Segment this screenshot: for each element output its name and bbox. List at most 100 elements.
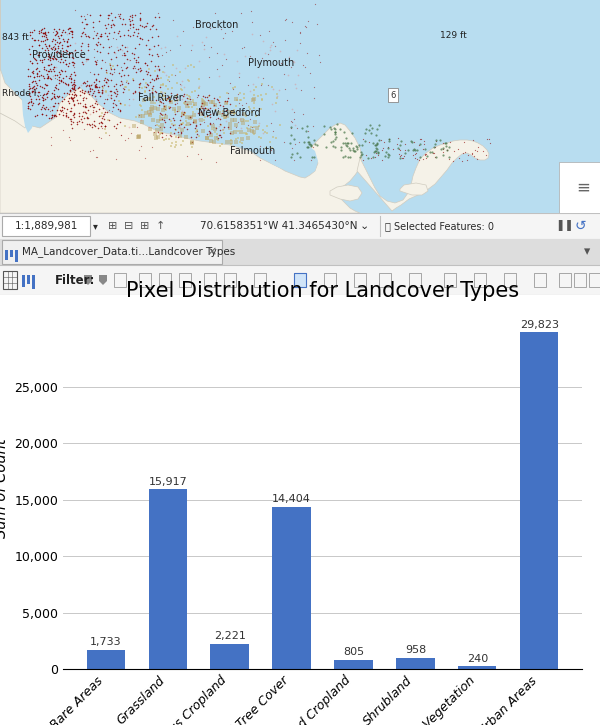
Point — [228, 106, 238, 117]
Point — [302, 141, 311, 153]
Point — [248, 78, 258, 89]
Point — [27, 76, 37, 88]
Point — [281, 13, 291, 25]
Point — [258, 127, 268, 138]
Point — [59, 24, 68, 36]
Point — [172, 106, 181, 117]
Point — [179, 108, 188, 120]
Point — [130, 62, 139, 73]
Point — [62, 45, 72, 57]
Point — [74, 107, 83, 118]
Point — [165, 101, 175, 112]
Point — [287, 149, 296, 160]
Point — [170, 141, 179, 152]
Point — [167, 82, 177, 94]
Point — [49, 52, 58, 64]
Point — [91, 38, 101, 50]
Point — [42, 91, 52, 103]
Point — [141, 40, 151, 51]
Point — [199, 39, 209, 51]
Point — [397, 149, 406, 161]
Point — [49, 26, 58, 38]
Point — [80, 98, 90, 109]
Bar — [149, 489, 187, 669]
Point — [139, 110, 148, 122]
Point — [80, 10, 89, 22]
Point — [106, 22, 116, 33]
Point — [67, 27, 76, 38]
Point — [358, 148, 367, 160]
Point — [50, 69, 60, 80]
Point — [118, 49, 127, 61]
Point — [32, 80, 42, 91]
Point — [94, 110, 103, 122]
Point — [93, 33, 103, 44]
Text: 1,733: 1,733 — [90, 637, 122, 647]
Point — [196, 153, 206, 165]
Point — [179, 107, 189, 118]
Point — [118, 14, 128, 25]
Point — [134, 144, 143, 156]
Point — [70, 86, 79, 98]
Point — [133, 64, 143, 75]
Point — [85, 119, 95, 130]
Point — [161, 104, 171, 116]
Point — [289, 154, 299, 166]
Point — [149, 126, 158, 138]
Point — [82, 53, 91, 65]
Point — [46, 94, 56, 105]
Point — [361, 149, 371, 161]
Point — [76, 51, 86, 62]
Point — [68, 83, 78, 95]
Point — [140, 57, 150, 68]
Point — [46, 65, 55, 77]
Point — [227, 127, 236, 138]
Point — [28, 75, 38, 87]
Point — [30, 86, 40, 98]
Point — [28, 40, 37, 51]
Point — [56, 104, 65, 116]
Point — [190, 109, 199, 120]
Point — [156, 86, 166, 97]
Point — [187, 137, 197, 149]
Point — [106, 62, 115, 74]
Point — [257, 78, 266, 90]
Point — [91, 96, 101, 107]
Point — [209, 99, 219, 111]
Point — [92, 54, 101, 66]
Point — [265, 41, 275, 52]
Point — [376, 134, 386, 146]
Point — [182, 120, 191, 131]
Point — [134, 79, 143, 91]
Point — [94, 86, 103, 98]
Bar — [10, 250, 13, 257]
Point — [65, 48, 75, 59]
Point — [50, 44, 59, 55]
Point — [147, 72, 157, 84]
Point — [185, 93, 195, 104]
Point — [305, 138, 315, 150]
Point — [69, 66, 79, 78]
Point — [395, 144, 405, 155]
Point — [70, 99, 79, 110]
Point — [91, 79, 100, 91]
Point — [239, 128, 249, 139]
Point — [248, 94, 258, 106]
Point — [268, 83, 278, 94]
Point — [141, 77, 151, 88]
Point — [27, 99, 37, 110]
Point — [363, 152, 373, 163]
Point — [161, 41, 170, 53]
Point — [415, 138, 425, 150]
Point — [150, 98, 160, 109]
Point — [124, 121, 134, 133]
Point — [147, 86, 157, 98]
Point — [92, 58, 101, 70]
Point — [83, 53, 93, 65]
Point — [167, 70, 177, 81]
Point — [155, 128, 165, 140]
Point — [275, 119, 284, 130]
Point — [167, 137, 177, 149]
Point — [107, 14, 116, 26]
Point — [116, 130, 126, 141]
